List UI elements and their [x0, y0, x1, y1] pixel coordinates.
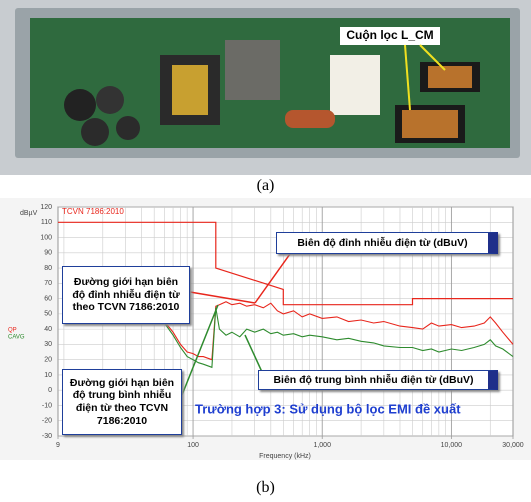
series-line — [141, 307, 514, 369]
series-line — [141, 301, 514, 361]
x-tick-label: 100 — [187, 442, 199, 449]
capacitor-x — [330, 55, 380, 115]
x-tick-label: 30,000 — [502, 442, 524, 449]
annotation-arrow — [181, 304, 219, 396]
x-axis-label: Frequency (kHz) — [259, 453, 311, 460]
y-tick-label: 10 — [44, 372, 52, 379]
arrow — [404, 44, 411, 111]
annotation-arrow — [244, 334, 263, 373]
annotation-arrow — [254, 253, 291, 304]
legend-label: CAVG — [8, 335, 25, 341]
photo: Cuộn lọc L_CM — [0, 0, 531, 175]
x-tick-label: 9 — [56, 442, 60, 449]
x-tick-label: 10,000 — [441, 442, 463, 449]
y-axis-label: dBµV — [20, 210, 38, 217]
y-tick-label: 30 — [44, 341, 52, 348]
y-tick-label: 80 — [44, 265, 52, 272]
choke-2-winding — [402, 110, 458, 138]
choke-1-winding — [428, 66, 472, 88]
annotation-box: Biên độ trung bình nhiễu điện từ (dBuV) — [258, 370, 498, 390]
annotation-box: Đường giới hạn biên độ đỉnh nhiễu điện t… — [62, 266, 190, 324]
annotation-box: Biên độ đỉnh nhiễu điện từ (dBuV) — [276, 232, 498, 254]
y-tick-label: 100 — [40, 234, 52, 241]
series-line — [58, 221, 513, 306]
caption: (a) — [256, 177, 275, 194]
y-tick-label: 0 — [48, 387, 52, 394]
y-tick-label: 90 — [44, 250, 52, 257]
transformer-core — [172, 65, 208, 115]
case-label: Trường hợp 3: Sử dụng bộ lọc EMI đề xuất — [195, 401, 461, 416]
y-tick-label: 110 — [41, 219, 52, 226]
capacitor — [116, 116, 140, 140]
y-tick-label: 50 — [44, 311, 52, 318]
photo-label-box — [340, 27, 440, 45]
y-tick-label: -10 — [42, 402, 52, 409]
y-tick-label: 60 — [44, 295, 52, 302]
capacitor — [64, 89, 96, 121]
y-tick-label: 120 — [40, 204, 52, 211]
capacitor — [96, 86, 124, 114]
arrow — [419, 44, 446, 71]
y-tick-label: 40 — [44, 326, 52, 333]
y-tick-label: 20 — [44, 357, 52, 364]
y-tick-label: 70 — [44, 280, 52, 287]
x-tick-label: 1,000 — [313, 442, 331, 449]
y-tick-label: -30 — [42, 433, 52, 440]
limit-label: TCVN 7186:2010 — [62, 207, 124, 216]
y-tick-label: -20 — [42, 418, 52, 425]
photo-label: Cuộn lọc L_CM — [346, 28, 433, 42]
capacitor — [81, 118, 109, 146]
caption: (b) — [256, 479, 275, 496]
legend-label: QP — [8, 328, 17, 334]
resistor — [285, 110, 335, 128]
annotation-arrow — [189, 291, 256, 304]
annotation-box: Đường giới hạn biên độ trung bình nhiễu … — [62, 369, 182, 435]
heatsink — [225, 40, 280, 100]
